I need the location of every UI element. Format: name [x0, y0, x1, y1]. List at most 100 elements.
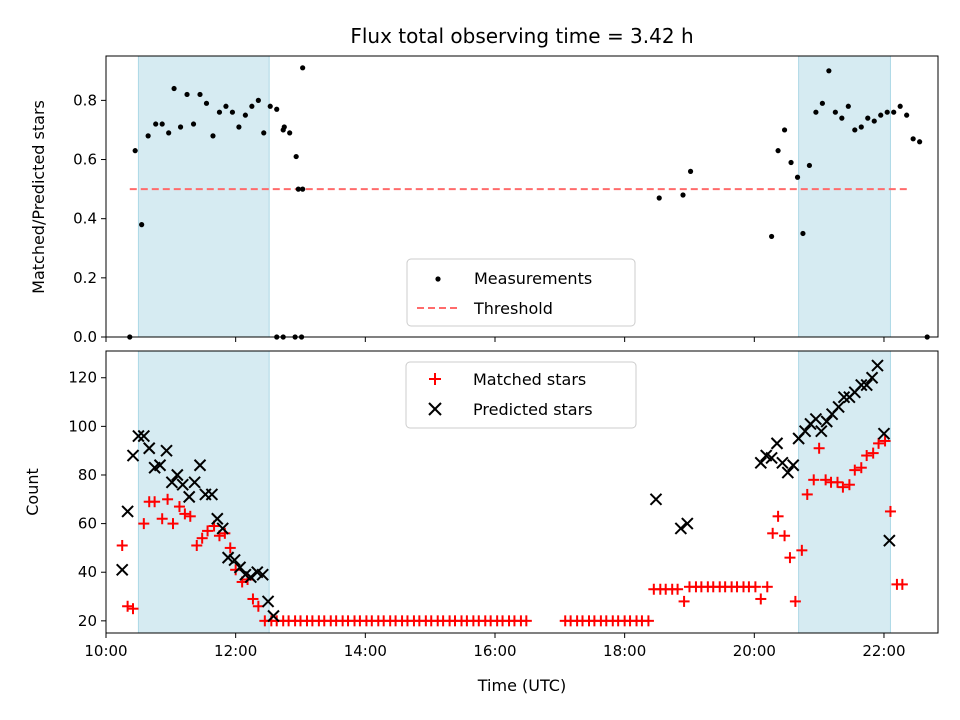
predicted-star-point: [137, 429, 151, 443]
top-x-ticks: [105, 337, 885, 342]
measurement-point: [917, 139, 923, 145]
bottom-x-ticks: 10:00 12:00 14:00 16:00 18:00 20:00 22:00: [84, 633, 906, 660]
measurement-point: [800, 230, 806, 237]
measurement-point: [826, 68, 832, 74]
matched-star-point: [849, 464, 861, 476]
predicted-star-point: [865, 371, 879, 384]
measurement-point: [813, 109, 819, 115]
matched-star-point: [184, 510, 196, 522]
measurement-point: [281, 124, 287, 130]
measurement-point: [197, 91, 203, 98]
bottom-x-tick-label: 20:00: [733, 642, 776, 660]
bottom-legend-box: [405, 361, 637, 429]
measurement-point: [249, 103, 255, 109]
predicted-star-point: [809, 412, 823, 426]
predicted-star-point: [256, 568, 269, 581]
predicted-star-point: [171, 468, 184, 482]
measurement-point: [775, 148, 781, 154]
measurement-point: [236, 124, 242, 130]
predicted-star-point: [765, 451, 778, 465]
bottom-x-tick-label: 12:00: [214, 642, 257, 660]
measurement-point: [865, 115, 871, 121]
predicted-star-point: [244, 570, 257, 584]
matched-star-point: [179, 508, 191, 520]
measurement-point: [139, 222, 145, 228]
matched-star-point: [202, 525, 214, 537]
measurement-point: [832, 109, 838, 115]
measurement-point: [295, 186, 301, 192]
matched-star-point: [127, 603, 139, 615]
bottom-y-ticks: 20 40 60 80 100 120: [68, 369, 106, 630]
predicted-star-point: [649, 493, 663, 506]
matched-star-point: [749, 581, 761, 593]
matched-star-point: [767, 527, 779, 539]
matched-star-point: [761, 581, 773, 593]
top-y-tick-label: 0.6: [73, 151, 97, 169]
predicted-star-point: [871, 359, 884, 372]
bottom-x-tick-label: 18:00: [603, 642, 646, 660]
top-y-tick-label: 0.0: [73, 328, 97, 346]
bottom-x-tick-label: 16:00: [473, 642, 516, 660]
top-shaded-intervals: [137, 55, 891, 338]
measurement-point: [267, 103, 273, 109]
matched-star-point: [843, 479, 855, 491]
measurement-point: [806, 162, 813, 169]
matched-star-point: [224, 542, 236, 554]
measurement-point: [769, 233, 775, 240]
measurement-point: [177, 124, 184, 130]
predicted-star-point: [776, 456, 789, 470]
measurement-point: [300, 65, 306, 71]
measurement-points: [127, 65, 930, 340]
count-points: [116, 359, 908, 627]
measurement-point: [910, 136, 916, 142]
matched-star-point: [813, 442, 825, 454]
matched-star-point: [167, 518, 179, 530]
predicted-star-point: [267, 609, 280, 623]
matched-star-point: [191, 539, 203, 551]
predicted-star-point: [165, 476, 179, 489]
matched-star-point: [122, 600, 134, 612]
measurement-point: [261, 130, 267, 136]
measurement-point: [884, 109, 890, 115]
predicted-star-point: [798, 425, 812, 438]
matched-star-point: [820, 474, 832, 486]
legend-label-measurements: Measurements: [474, 269, 592, 288]
bottom-legend: Matched stars Predicted stars: [405, 361, 637, 429]
matched-star-point: [678, 595, 690, 607]
measurement-point: [216, 109, 223, 115]
measurement-point: [229, 109, 236, 115]
bottom-x-tick-label: 22:00: [862, 642, 905, 660]
measurement-point: [794, 174, 801, 180]
predicted-star-point: [832, 400, 845, 414]
measurement-point: [897, 103, 903, 109]
legend-marker-measurements: [435, 276, 441, 282]
top-y-tick-label: 0.4: [73, 210, 97, 228]
predicted-star-point: [116, 563, 129, 577]
predicted-star-point: [216, 522, 229, 535]
predicted-star-point: [674, 522, 688, 535]
predicted-star-point: [121, 505, 134, 518]
predicted-star-point: [188, 476, 201, 489]
bottom-y-tick-label: 100: [68, 417, 97, 435]
predicted-star-point: [160, 444, 173, 457]
predicted-star-point: [176, 478, 189, 491]
matched-star-point: [789, 595, 801, 607]
matched-star-point: [884, 505, 896, 517]
measurement-point: [852, 127, 858, 133]
measurement-point: [656, 195, 662, 201]
measurement-point: [274, 106, 280, 112]
matched-star-point: [779, 530, 791, 542]
predicted-star-point: [787, 459, 800, 472]
predicted-star-point: [132, 429, 145, 443]
measurement-point: [687, 168, 694, 174]
measurement-point: [788, 159, 794, 166]
legend-label-threshold: Threshold: [473, 299, 553, 318]
predicted-star-point: [261, 595, 275, 608]
bottom-y-tick-label: 40: [78, 563, 97, 581]
matched-star-point: [801, 488, 813, 500]
bottom-y-tick-label: 120: [68, 369, 97, 387]
matched-star-point: [138, 518, 150, 530]
measurement-point: [171, 85, 177, 92]
measurement-point: [839, 115, 845, 121]
matched-star-point: [796, 544, 808, 556]
